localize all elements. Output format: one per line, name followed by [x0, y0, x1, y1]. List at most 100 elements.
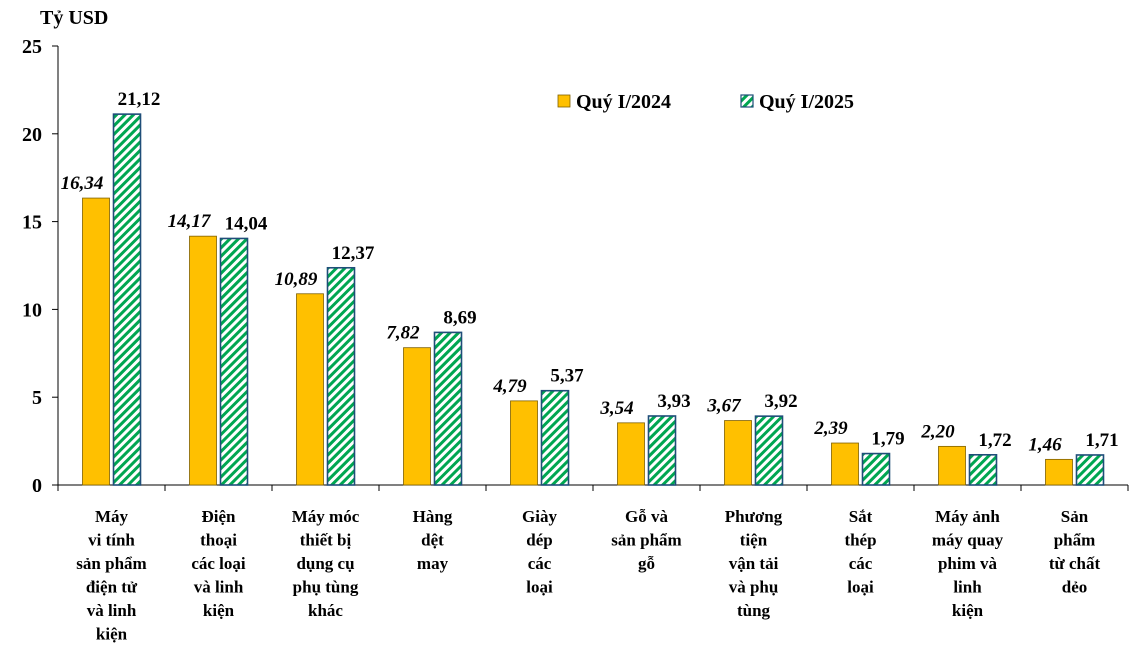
category-label-line: các loại — [191, 554, 246, 573]
category-label-line: Phương — [725, 507, 783, 526]
category-label-line: phụ tùng — [293, 578, 359, 597]
category-label-line: khác — [308, 601, 343, 620]
category-label-line: Máy ảnh — [935, 507, 1000, 526]
category-label-line: gỗ — [638, 554, 655, 573]
data-label-series-2: 3,92 — [764, 391, 797, 412]
legend-swatch-series-1 — [557, 94, 571, 108]
y-tick-label: 20 — [22, 124, 42, 146]
category-label-line: thoại — [200, 531, 237, 550]
category-label-line: may — [417, 554, 449, 573]
category-label-line: và phụ — [729, 578, 779, 597]
category-label-line: Máy — [95, 507, 129, 526]
bar-series-1 — [617, 422, 645, 486]
category-label-line: phẩm — [1054, 531, 1096, 550]
data-label-series-2: 1,71 — [1085, 430, 1118, 451]
category-label-line: Máy móc — [292, 507, 360, 526]
bar-series-1 — [403, 347, 431, 486]
bar-series-1 — [82, 197, 110, 486]
category-label-line: Gỗ và — [625, 507, 668, 526]
category-label-line: loại — [526, 578, 553, 597]
category-label-line: dẻo — [1062, 578, 1088, 597]
legend-label-series-1: Quý I/2024 — [576, 91, 671, 113]
bar-series-1 — [938, 445, 966, 486]
data-label-series-2: 8,69 — [443, 307, 476, 328]
bar-series-1 — [1045, 458, 1073, 486]
bar-series-2 — [754, 415, 784, 486]
data-label-series-1: 14,17 — [168, 211, 212, 232]
category-label-line: kiện — [203, 601, 235, 620]
category-label-line: các — [849, 554, 873, 573]
category-label-line: vận tải — [729, 554, 779, 573]
category-label-line: vi tính — [88, 531, 135, 550]
category-label-line: kiện — [96, 625, 128, 644]
data-label-series-1: 2,20 — [920, 421, 955, 442]
category-label-line: máy quay — [932, 531, 1004, 550]
category-label-line: linh — [953, 578, 982, 597]
bar-series-2 — [219, 237, 249, 486]
data-label-series-1: 1,46 — [1028, 434, 1062, 455]
category-label-line: và linh — [194, 578, 244, 597]
category-label-line: và linh — [87, 601, 137, 620]
category-label-line: phim và — [938, 554, 998, 573]
category-labels: Máy vi tính sản phẩm điện tử và linh kiện Điện… — [76, 507, 1100, 644]
category-label-line: dệt — [421, 531, 444, 550]
legend-swatch-series-2 — [740, 94, 754, 108]
bar-series-2 — [1075, 454, 1105, 486]
data-label-series-2: 12,37 — [332, 243, 375, 264]
category-label-line: sản phẩm — [611, 531, 681, 550]
bar-series-2 — [861, 452, 891, 486]
legend: Quý I/2024 Quý I/2025 — [557, 91, 854, 113]
data-label-series-1: 16,34 — [61, 173, 104, 194]
category-label-line: từ chất — [1049, 554, 1101, 573]
data-label-series-1: 2,39 — [813, 418, 848, 439]
y-tick-label: 5 — [32, 387, 42, 409]
data-label-series-2: 14,04 — [225, 213, 268, 234]
category-label-line: sản phẩm — [76, 554, 146, 573]
bar-series-1 — [189, 235, 217, 486]
category-label-line: Điện — [202, 507, 237, 526]
category-label-line: Sắt — [849, 507, 873, 526]
bar-series-2 — [433, 331, 463, 486]
bar-series-2 — [112, 113, 142, 486]
bar-series-2 — [968, 453, 998, 486]
category-label-line: tiện — [740, 531, 768, 550]
category-label-line: thép — [844, 531, 876, 550]
bar-series-2 — [540, 389, 570, 486]
category-label-line: loại — [847, 578, 874, 597]
category-label-line: Sản — [1061, 507, 1089, 526]
data-label-series-1: 3,54 — [599, 398, 633, 419]
category-label-line: tùng — [737, 601, 771, 620]
bar-series-2 — [326, 266, 356, 486]
bar-series-1 — [724, 420, 752, 486]
bar-series-1 — [510, 400, 538, 486]
data-label-series-1: 3,67 — [706, 396, 742, 417]
category-label-line: Giày — [522, 507, 557, 526]
data-label-series-1: 4,79 — [492, 376, 527, 397]
data-label-series-2: 1,79 — [871, 429, 904, 450]
data-label-series-2: 5,37 — [550, 366, 584, 387]
data-label-series-1: 7,82 — [386, 323, 420, 344]
data-label-series-2: 1,72 — [978, 430, 1011, 451]
y-tick-label: 10 — [22, 299, 42, 321]
y-tick-label: 0 — [32, 475, 42, 497]
y-tick-label: 25 — [22, 36, 42, 58]
category-label-line: kiện — [952, 601, 984, 620]
category-label-line: các — [528, 554, 552, 573]
data-label-series-2: 3,93 — [657, 391, 690, 412]
category-label-line: dép — [526, 531, 552, 550]
bar-series-2 — [647, 415, 677, 486]
legend-label-series-2: Quý I/2025 — [759, 91, 854, 113]
data-label-series-2: 21,12 — [118, 89, 161, 110]
category-label-line: Hàng — [413, 507, 453, 526]
y-tick-label: 15 — [22, 212, 42, 234]
bar-series-1 — [831, 442, 859, 486]
y-axis-unit-label: Tỷ USD — [40, 7, 108, 29]
bars — [82, 113, 1105, 486]
bar-series-1 — [296, 293, 324, 486]
category-label-line: điện tử — [86, 578, 138, 597]
data-labels: 16,34 21,12 14,17 14,04 10,89 12,37 7,82 8,69 4,… — [61, 89, 1119, 455]
axes: 0 5 10 15 20 25 — [22, 36, 1129, 497]
category-label-line: thiết bị — [300, 531, 352, 550]
category-label-line: dụng cụ — [296, 554, 354, 573]
